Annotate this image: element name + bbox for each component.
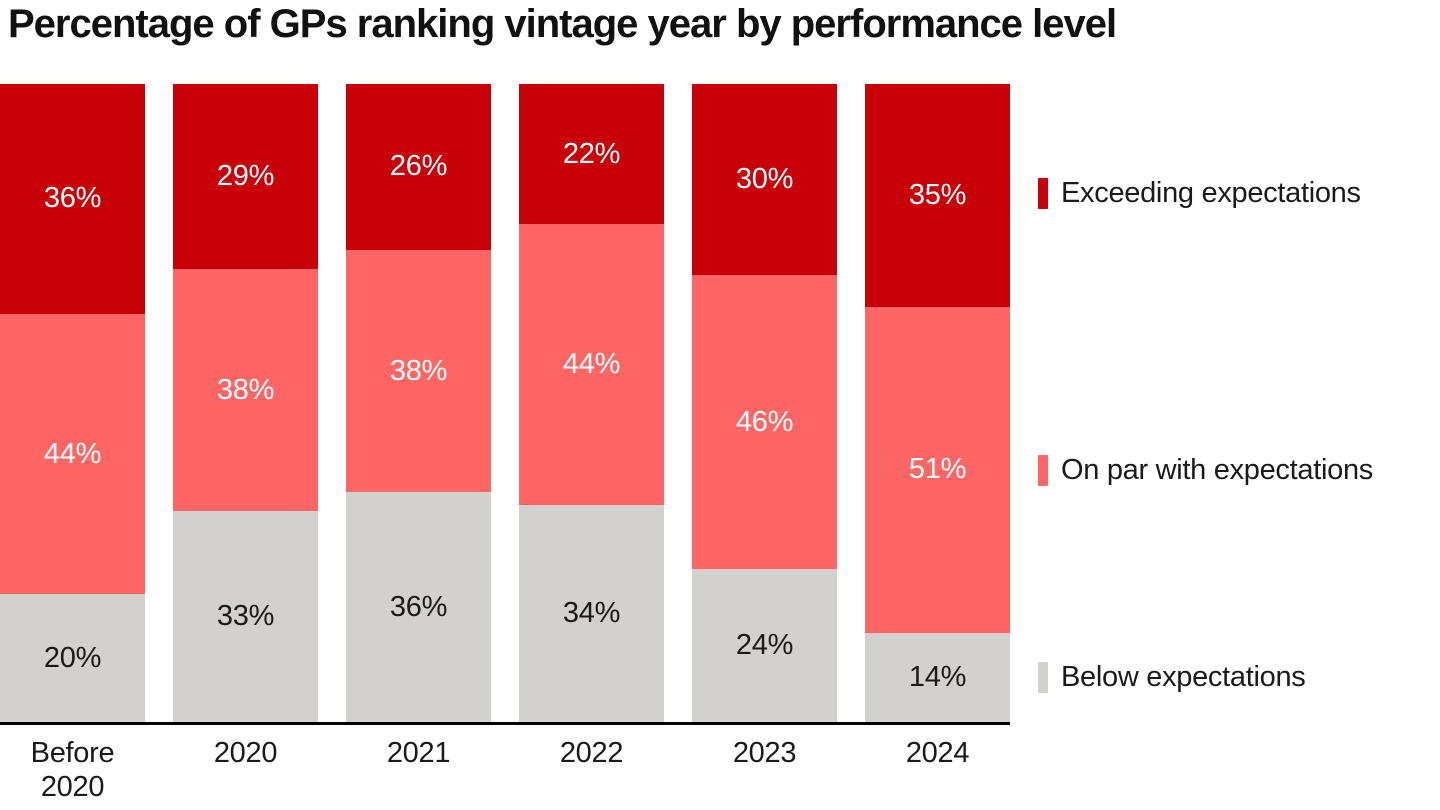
segment-value-label: 36% bbox=[43, 182, 102, 215]
bar-segment: 22% bbox=[519, 84, 664, 225]
chart-title: Percentage of GPs ranking vintage year b… bbox=[8, 2, 1117, 46]
bar-segment: 33% bbox=[173, 511, 318, 722]
bar-segment: 35% bbox=[865, 84, 1010, 308]
bar-segment: 44% bbox=[0, 313, 145, 595]
legend-item-on-par: On par with expectations bbox=[1038, 454, 1373, 486]
segment-value-label: 22% bbox=[562, 137, 621, 170]
bar-segment: 29% bbox=[173, 84, 318, 270]
bar-segment: 34% bbox=[519, 505, 664, 722]
legend-item-below: Below expectations bbox=[1038, 661, 1306, 693]
bar-segment: 20% bbox=[0, 594, 145, 722]
segment-value-label: 26% bbox=[389, 150, 448, 183]
x-axis-label: 2023 bbox=[732, 737, 797, 769]
x-axis-label: Before 2020 bbox=[30, 737, 115, 803]
legend-marker-on-par bbox=[1038, 455, 1048, 486]
segment-value-label: 14% bbox=[908, 660, 967, 693]
segment-value-label: 24% bbox=[735, 628, 794, 661]
bar-segment: 38% bbox=[173, 269, 318, 512]
bar-segment: 38% bbox=[346, 249, 491, 493]
bar-segment: 26% bbox=[346, 84, 491, 250]
segment-value-label: 34% bbox=[562, 597, 621, 630]
legend-item-exceeding: Exceeding expectations bbox=[1038, 177, 1361, 209]
segment-value-label: 46% bbox=[735, 405, 794, 438]
bar-segment: 44% bbox=[519, 224, 664, 506]
segment-value-label: 35% bbox=[908, 179, 967, 212]
segment-value-label: 51% bbox=[908, 453, 967, 486]
segment-value-label: 30% bbox=[735, 163, 794, 196]
legend-label-exceeding: Exceeding expectations bbox=[1061, 177, 1361, 209]
x-axis-label: 2024 bbox=[905, 737, 970, 769]
bar-2020: 29% 38% 33% bbox=[173, 84, 318, 722]
x-axis-label: 2021 bbox=[386, 737, 451, 769]
stacked-bar-plot-area: 36% 44% 20% 29% 38% 33% 26% 38% 36% 22% 44% 34% 30% 4… bbox=[0, 84, 1010, 722]
segment-value-label: 36% bbox=[389, 590, 448, 623]
bar-segment: 51% bbox=[865, 307, 1010, 633]
bar-segment: 46% bbox=[692, 275, 837, 569]
legend-marker-exceeding bbox=[1038, 178, 1048, 209]
bar-segment: 36% bbox=[346, 492, 491, 722]
legend-label-below: Below expectations bbox=[1061, 661, 1306, 693]
legend-label-on-par: On par with expectations bbox=[1061, 454, 1373, 486]
bar-2022: 22% 44% 34% bbox=[519, 84, 664, 722]
bar-2021: 26% 38% 36% bbox=[346, 84, 491, 722]
segment-value-label: 20% bbox=[43, 641, 102, 674]
segment-value-label: 44% bbox=[562, 348, 621, 381]
segment-value-label: 29% bbox=[216, 160, 275, 192]
bar-2023: 30% 46% 24% bbox=[692, 84, 837, 722]
x-axis-line bbox=[0, 722, 1010, 725]
x-axis-labels: Before 2020 2020 2021 2022 2023 2024 bbox=[0, 736, 1010, 804]
segment-value-label: 33% bbox=[216, 600, 275, 633]
bar-2024: 35% 51% 14% bbox=[865, 84, 1010, 722]
bar-segment: 30% bbox=[692, 84, 837, 276]
bar-segment: 14% bbox=[865, 632, 1010, 722]
x-axis-label: 2020 bbox=[213, 737, 278, 769]
x-axis-label: 2022 bbox=[559, 737, 624, 769]
bar-segment: 36% bbox=[0, 84, 145, 314]
segment-value-label: 44% bbox=[43, 437, 102, 470]
segment-value-label: 38% bbox=[389, 354, 448, 387]
bar-segment: 24% bbox=[692, 568, 837, 722]
bar-before-2020: 36% 44% 20% bbox=[0, 84, 145, 722]
segment-value-label: 38% bbox=[216, 373, 275, 406]
legend-marker-below bbox=[1038, 662, 1048, 693]
